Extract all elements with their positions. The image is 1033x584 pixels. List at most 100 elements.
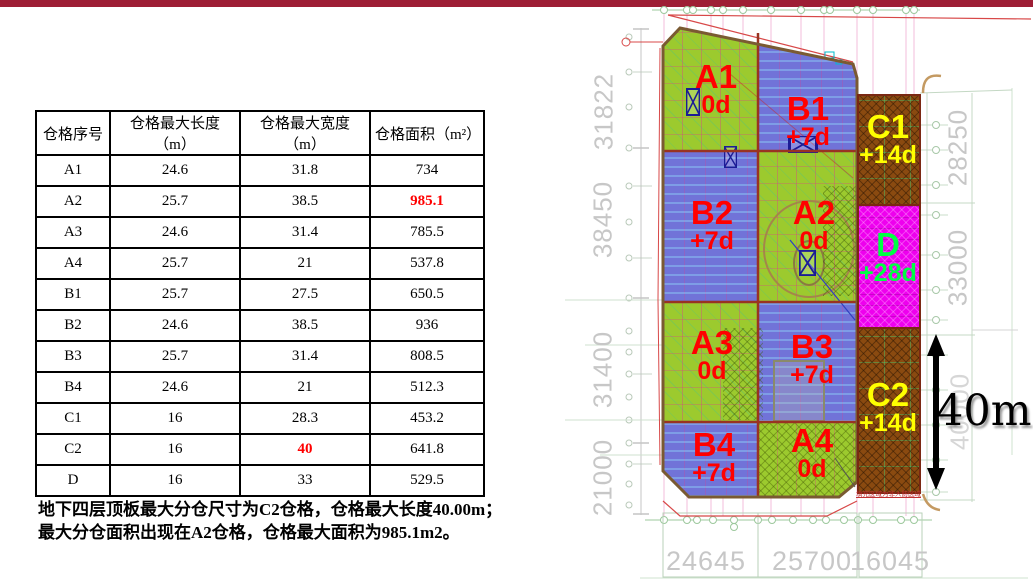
cell-id: A1 [35, 154, 111, 187]
cell-id: B4 [35, 371, 111, 404]
cell-length: 25.7 [109, 278, 241, 311]
header-compartment-id: 仓格序号 [35, 110, 111, 156]
cell-length: 16 [109, 464, 241, 497]
zone-label-B4: B4 +7d [692, 426, 736, 487]
cell-width: 31.8 [239, 154, 371, 187]
cell-length: 16 [109, 433, 241, 466]
cell-id: D [35, 464, 111, 497]
cell-width: 31.4 [239, 216, 371, 249]
cell-width: 27.5 [239, 278, 371, 311]
cell-id: A2 [35, 185, 111, 218]
ramp-hook [921, 493, 941, 512]
cell-id: C1 [35, 402, 111, 435]
cell-area: 512.3 [369, 371, 485, 404]
cell-id: B3 [35, 340, 111, 373]
table-row: D 16 33 529.5 [35, 464, 485, 497]
zone-label-B3: B3 +7d [790, 328, 834, 389]
cell-width: 38.5 [239, 185, 371, 218]
cell-length: 24.6 [109, 371, 241, 404]
cell-length: 25.7 [109, 247, 241, 280]
ramp-hook [921, 74, 942, 94]
zone-label-A2: A2 0d [792, 194, 836, 255]
zone-D [858, 205, 920, 328]
summary-caption: 地下四层顶板最大分仓尺寸为C2仓格，仓格最大长度40.00m； 最大分仓面积出现… [38, 498, 578, 544]
zone-label-B1: B1 +7d [786, 90, 830, 151]
ramp-circle [763, 200, 855, 298]
cell-length: 24.6 [109, 216, 241, 249]
zone-C2 [858, 328, 920, 493]
cell-area: 785.5 [369, 216, 485, 249]
zone-A3 [663, 303, 758, 422]
zone-label-C2: C2 +14d [859, 376, 917, 437]
cell-area: 808.5 [369, 340, 485, 373]
cell-area: 936 [369, 309, 485, 342]
stair-core-icon [799, 250, 816, 276]
cell-length: 25.7 [109, 185, 241, 218]
forty-meter-label: 40m [936, 386, 1032, 436]
cell-width: 31.4 [239, 340, 371, 373]
cell-area: 650.5 [369, 278, 485, 311]
dimension-bottom-24645: 24645 [665, 546, 747, 576]
zone-C1 [858, 95, 920, 205]
cell-area-highlighted: 985.1 [369, 185, 485, 218]
forty-meter-arrow [927, 334, 945, 490]
caption-line-1: 地下四层顶板最大分仓尺寸为C2仓格，仓格最大长度40.00m； [38, 500, 503, 519]
hatched-area [723, 328, 763, 420]
cell-area: 734 [369, 154, 485, 187]
table-row: C1 16 28.3 453.2 [35, 402, 485, 435]
cell-id: A4 [35, 247, 111, 280]
table-row: B3 25.7 31.4 808.5 [35, 340, 485, 373]
cell-width: 21 [239, 247, 371, 280]
zone-A1 [663, 28, 758, 152]
top-accent-bar [0, 0, 1033, 7]
table-row: B4 24.6 21 512.3 [35, 371, 485, 404]
table-row: A2 25.7 38.5 985.1 [35, 185, 485, 218]
cell-area: 453.2 [369, 402, 485, 435]
header-area: 仓格面积（m²） [369, 110, 485, 156]
zone-label-B2: B2 +7d [690, 194, 734, 255]
stair-core-icon [724, 146, 737, 168]
zone-label-C1: C1 +14d [859, 108, 917, 169]
header-max-width: 仓格最大宽度（m） [239, 110, 371, 156]
compartment-table: 仓格序号 仓格最大长度（m） 仓格最大宽度（m） 仓格面积（m²） A1 24.… [35, 110, 485, 497]
hatched-area [823, 186, 857, 296]
cell-width: 21 [239, 371, 371, 404]
cell-length: 25.7 [109, 340, 241, 373]
table-row: A1 24.6 31.8 734 [35, 154, 485, 187]
table-row: B1 25.7 27.5 650.5 [35, 278, 485, 311]
cell-length: 24.6 [109, 154, 241, 187]
cell-width: 33 [239, 464, 371, 497]
stair-core-icon [788, 136, 818, 153]
zone-B4 [663, 422, 758, 497]
cell-width: 38.5 [239, 309, 371, 342]
dimension-bottom-25700: 25700 [771, 546, 853, 576]
table-row: A4 25.7 21 537.8 [35, 247, 485, 280]
stair-core-icon [686, 88, 700, 116]
cell-length: 24.6 [109, 309, 241, 342]
cell-length: 16 [109, 402, 241, 435]
cell-area: 529.5 [369, 464, 485, 497]
dimension-bottom-16045: 16045 [849, 546, 931, 576]
caption-line-2: 最大分仓面积出现在A2仓格，仓格最大面积为985.1m2。 [38, 523, 460, 542]
zone-B2 [663, 152, 758, 303]
cell-id: A3 [35, 216, 111, 249]
floor-plan [663, 28, 857, 497]
table-row: A3 24.6 31.4 785.5 [35, 216, 485, 249]
cell-area: 641.8 [369, 433, 485, 466]
zone-label-A1: A1 0d [694, 58, 738, 119]
table-header-row: 仓格序号 仓格最大长度（m） 仓格最大宽度（m） 仓格面积（m²） [35, 110, 485, 156]
table-row: C2 16 40 641.8 [35, 433, 485, 466]
table-row: B2 24.6 38.5 936 [35, 309, 485, 342]
header-max-length: 仓格最大长度（m） [109, 110, 241, 156]
plan-note: 填充区域为非人防区域 [856, 491, 921, 498]
cell-id: B2 [35, 309, 111, 342]
cell-width-highlighted: 40 [239, 433, 371, 466]
zone-label-D: D +28d [859, 226, 917, 287]
cell-id: C2 [35, 433, 111, 466]
ramp-inner-circle [793, 240, 825, 286]
cell-width: 28.3 [239, 402, 371, 435]
cell-id: B1 [35, 278, 111, 311]
zone-A4 [758, 422, 857, 497]
zone-label-A4: A4 0d [790, 422, 834, 483]
